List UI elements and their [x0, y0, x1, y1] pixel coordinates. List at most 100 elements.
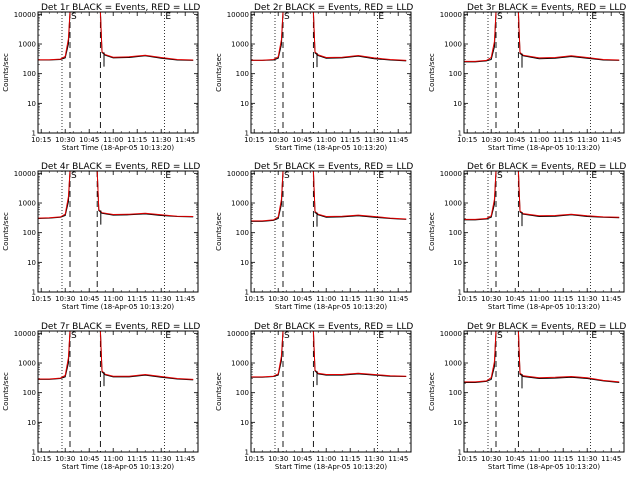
series-events-line [38, 331, 194, 381]
x-tick-label: 11:45 [601, 455, 621, 463]
x-tick-label: 10:15 [457, 295, 477, 303]
series-lld-line [464, 171, 620, 220]
x-tick-label: 11:00 [103, 455, 123, 463]
x-tick-label: 11:45 [388, 455, 408, 463]
y-tick-label: 1000 [231, 41, 249, 49]
plot-frame [250, 330, 412, 453]
marker-e: E [378, 331, 384, 341]
y-axis-label: Counts/sec [428, 372, 436, 411]
x-tick-label: 11:30 [364, 295, 384, 303]
marker-s: S [71, 331, 77, 341]
x-tick-label: 11:30 [577, 455, 597, 463]
x-tick-label: 11:45 [175, 295, 195, 303]
x-tick-label: 11:30 [364, 136, 384, 144]
panel-6: Det 6r BLACK = Events, RED = LLD Counts/s… [428, 162, 626, 311]
panel-title: Det 1r BLACK = Events, RED = LLD [41, 3, 200, 13]
series-lld-line [38, 171, 194, 219]
y-tick-label: 100 [236, 70, 249, 78]
panel-9: Det 9r BLACK = Events, RED = LLD Counts/s… [428, 322, 626, 471]
x-tick-label: 11:00 [103, 295, 123, 303]
series-events-line [464, 12, 620, 63]
y-tick-label: 10000 [227, 330, 249, 338]
panel-title: Det 4r BLACK = Events, RED = LLD [41, 162, 200, 172]
y-tick-label: 10 [453, 259, 462, 267]
y-tick-label: 10 [240, 100, 249, 108]
marker-s: S [71, 171, 77, 181]
y-tick-label: 1000 [444, 41, 462, 49]
x-tick-label: 11:00 [529, 136, 549, 144]
y-tick-label: 1000 [444, 200, 462, 208]
x-tick-label: 10:45 [292, 136, 312, 144]
y-tick-label: 10000 [440, 170, 462, 178]
x-tick-label: 10:45 [79, 295, 99, 303]
x-tick-label: 10:45 [292, 455, 312, 463]
panel-1: Det 1r BLACK = Events, RED = LLD Counts/s… [2, 3, 200, 152]
y-axis-label: Counts/sec [428, 53, 436, 92]
x-axis-label: Start Time (18-Apr-05 10:13:20) [275, 144, 387, 152]
plot-frame [37, 11, 199, 134]
x-tick-label: 10:30 [55, 455, 75, 463]
x-tick-label: 10:30 [55, 295, 75, 303]
series-events-line [251, 12, 407, 62]
y-tick-label: 1 [245, 449, 249, 457]
marker-e: E [591, 12, 597, 22]
x-tick-label: 10:15 [244, 295, 264, 303]
y-tick-label: 10000 [227, 11, 249, 19]
marker-s: S [284, 331, 290, 341]
x-tick-label: 11:45 [388, 136, 408, 144]
series-lld-line [38, 12, 194, 61]
plot-frame [463, 11, 625, 134]
plot-frame [37, 170, 199, 293]
x-axis-label: Start Time (18-Apr-05 10:13:20) [62, 463, 174, 471]
y-tick-label: 100 [23, 70, 36, 78]
x-tick-label: 11:30 [151, 295, 171, 303]
x-tick-label: 10:30 [268, 455, 288, 463]
x-tick-label: 10:45 [79, 455, 99, 463]
plot-frame [463, 170, 625, 293]
marker-e: E [378, 12, 384, 22]
panel-title: Det 5r BLACK = Events, RED = LLD [254, 162, 413, 172]
x-tick-label: 11:45 [601, 295, 621, 303]
x-tick-label: 11:15 [340, 136, 360, 144]
panel-4: Det 4r BLACK = Events, RED = LLD Counts/s… [2, 162, 200, 311]
x-tick-label: 11:30 [577, 136, 597, 144]
y-tick-label: 10000 [440, 330, 462, 338]
x-tick-label: 11:15 [127, 295, 147, 303]
plot-frame [37, 330, 199, 453]
x-tick-label: 11:15 [553, 295, 573, 303]
y-tick-label: 10000 [14, 11, 36, 19]
marker-s: S [497, 171, 503, 181]
x-tick-label: 11:00 [103, 136, 123, 144]
x-tick-label: 10:30 [481, 455, 501, 463]
x-tick-label: 10:15 [31, 455, 51, 463]
x-tick-label: 11:15 [340, 295, 360, 303]
marker-s: S [497, 12, 503, 22]
y-tick-label: 100 [449, 70, 462, 78]
series-lld-line [251, 12, 407, 61]
y-tick-label: 10 [453, 419, 462, 427]
x-tick-label: 10:30 [55, 136, 75, 144]
y-tick-label: 1000 [444, 360, 462, 368]
x-tick-label: 11:00 [529, 455, 549, 463]
y-tick-label: 10 [27, 419, 36, 427]
y-axis-label: Counts/sec [215, 372, 223, 411]
x-tick-label: 11:45 [388, 295, 408, 303]
x-tick-label: 11:45 [175, 455, 195, 463]
x-tick-label: 10:15 [31, 295, 51, 303]
y-tick-label: 10000 [14, 330, 36, 338]
y-tick-label: 10000 [14, 170, 36, 178]
y-tick-label: 1 [32, 289, 36, 297]
panel-7: Det 7r BLACK = Events, RED = LLD Counts/s… [2, 322, 200, 471]
y-tick-label: 10000 [227, 170, 249, 178]
series-events-line [464, 331, 620, 383]
y-axis-label: Counts/sec [428, 212, 436, 251]
y-tick-label: 10 [240, 259, 249, 267]
x-tick-label: 11:45 [175, 136, 195, 144]
x-tick-label: 11:00 [316, 455, 336, 463]
x-tick-label: 11:15 [127, 455, 147, 463]
y-tick-label: 1000 [231, 360, 249, 368]
y-tick-label: 1000 [18, 200, 36, 208]
x-tick-label: 10:30 [268, 295, 288, 303]
marker-e: E [591, 171, 597, 181]
y-tick-label: 10 [453, 100, 462, 108]
